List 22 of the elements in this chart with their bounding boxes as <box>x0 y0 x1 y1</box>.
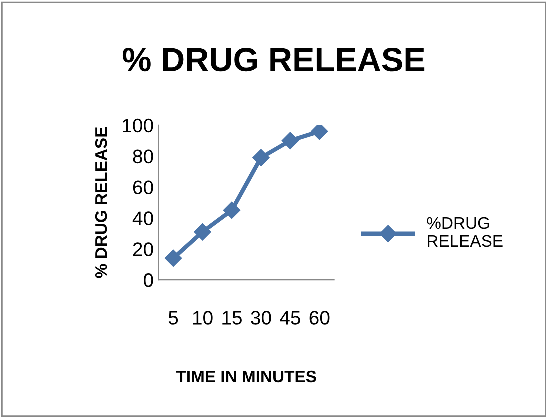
y-tick-label: 40 <box>132 212 154 226</box>
x-tick-label: 10 <box>193 311 213 325</box>
point <box>164 250 182 267</box>
y-tick-label: 80 <box>133 150 154 164</box>
x-tick-label: 45 <box>280 311 300 325</box>
y-tick-label: 20 <box>133 242 154 256</box>
point <box>223 202 241 220</box>
y-tick-label: 0 <box>144 274 154 288</box>
chart-title: % DRUG RELEASE <box>122 48 425 72</box>
y-axis-title: % DRUG RELEASE <box>95 127 108 278</box>
y-tick-label: 60 <box>133 180 154 194</box>
legend-label: %DRUG RELEASE <box>427 217 503 248</box>
point <box>282 132 299 150</box>
x-axis-title: TIME IN MINUTES <box>176 370 316 383</box>
y-tick-label: 100 <box>123 118 154 133</box>
point <box>311 125 328 140</box>
x-tick-label: 30 <box>251 311 272 325</box>
point <box>194 224 212 241</box>
x-tick-label: 60 <box>310 311 330 325</box>
point <box>252 149 270 166</box>
x-tick-label: 5 <box>168 311 178 325</box>
x-tick-label: 15 <box>222 311 242 325</box>
